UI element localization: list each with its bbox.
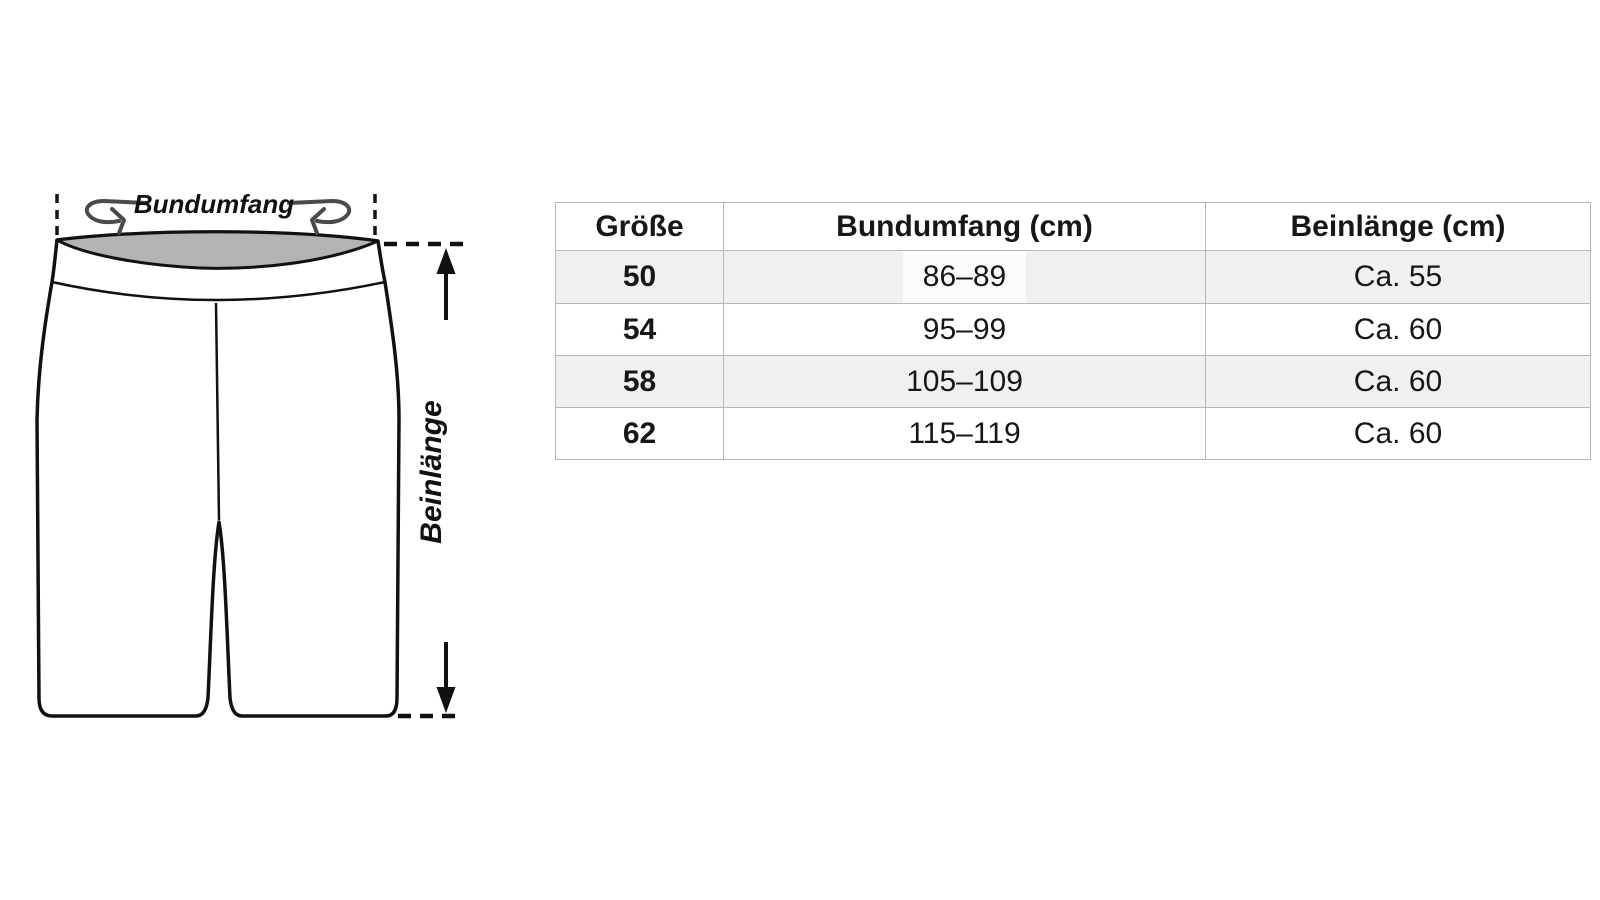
- table-row-size-62: 62 115–119 Ca. 60: [555, 407, 1591, 460]
- header-groesse: Größe: [555, 202, 724, 251]
- bundumfang-label: Bundumfang: [134, 189, 294, 219]
- bundumfang-value: 115–119: [723, 407, 1206, 460]
- waist-loop-arrow-left-head: [110, 207, 126, 235]
- bundumfang-value: 86–89: [723, 250, 1206, 304]
- table-row-size-54: 54 95–99 Ca. 60: [555, 303, 1591, 356]
- bundumfang-value: 105–109: [723, 355, 1206, 408]
- size-table: Größe Bundumfang (cm) Beinlänge (cm) 50 …: [555, 202, 1591, 460]
- beinlaenge-label: Beinlänge: [415, 400, 448, 543]
- waist-loop-arrow-right: [287, 199, 352, 225]
- waistband-top: [55, 230, 380, 270]
- table-row-size-50: 50 86–89 Ca. 55: [555, 250, 1591, 304]
- beinlaenge-value: Ca. 55: [1205, 250, 1591, 304]
- beinlaenge-value: Ca. 60: [1205, 303, 1591, 356]
- size-value: 50: [555, 250, 724, 304]
- size-value: 54: [555, 303, 724, 356]
- leg-arrow-down-head: [436, 687, 456, 713]
- center-seam: [214, 302, 221, 521]
- header-beinlaenge: Beinlänge (cm): [1205, 202, 1591, 251]
- waist-loop-arrow-right-head: [310, 207, 326, 235]
- leg-arrow-up-head: [436, 248, 456, 274]
- size-value: 62: [555, 407, 724, 460]
- header-bundumfang: Bundumfang (cm): [723, 202, 1206, 251]
- waistband-seam: [51, 280, 386, 302]
- shorts-measurement-diagram: Bundumfang Beinlänge: [35, 189, 464, 719]
- size-value: 58: [555, 355, 724, 408]
- waist-loop-arrow-left: [84, 199, 149, 225]
- highlight-patch: 86–89: [902, 251, 1027, 303]
- bundumfang-value: 95–99: [723, 303, 1206, 356]
- size-table-header-row: Größe Bundumfang (cm) Beinlänge (cm): [555, 202, 1591, 251]
- table-row-size-58: 58 105–109 Ca. 60: [555, 355, 1591, 408]
- beinlaenge-value: Ca. 60: [1205, 407, 1591, 460]
- beinlaenge-value: Ca. 60: [1205, 355, 1591, 408]
